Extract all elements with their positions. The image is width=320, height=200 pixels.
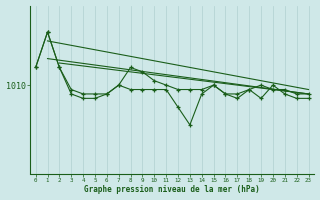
X-axis label: Graphe pression niveau de la mer (hPa): Graphe pression niveau de la mer (hPa) bbox=[84, 185, 260, 194]
